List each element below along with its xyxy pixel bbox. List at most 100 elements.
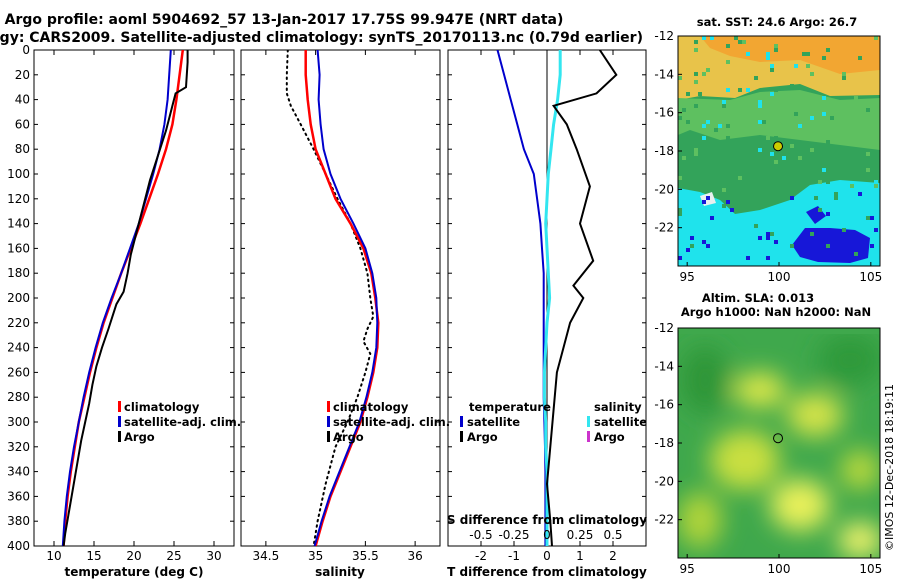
- salinity-satellite-line: [313, 50, 379, 546]
- sst-speckle-cell: [694, 40, 698, 44]
- sst-speckle-cell: [770, 92, 774, 96]
- sst-speckle-cell: [794, 64, 798, 68]
- sst-speckle-cell: [770, 68, 774, 72]
- sst-speckle-cell: [742, 40, 746, 44]
- sst-speckle-cell: [782, 104, 786, 108]
- map-lon-label: 100: [768, 270, 791, 284]
- temperature-tick-label: 10: [46, 549, 61, 563]
- map-lon-label: 100: [768, 562, 791, 576]
- difference-tick-label: -2: [475, 549, 487, 563]
- depth-tick-label: 400: [7, 539, 30, 553]
- sst-speckle-cell: [798, 156, 802, 160]
- salinity-tick-label: 35.5: [352, 549, 379, 563]
- sst-speckle-cell: [826, 180, 830, 184]
- sst-speckle-cell: [754, 76, 758, 80]
- sst-speckle-cell: [678, 208, 682, 212]
- sla-argo-marker: [773, 433, 784, 444]
- sst-speckle-cell: [726, 200, 730, 204]
- sst-mid-region: [678, 90, 880, 150]
- salinity-legend: climatology satellite-adj. clim. Argo: [327, 400, 450, 444]
- sla-map-axes: 95 100 105 -12 -14 -16 -18 -20 -22: [654, 321, 882, 576]
- map-lat-label: -22: [654, 221, 674, 235]
- sst-speckle-cell: [758, 120, 762, 124]
- legend-swatch-t-satellite: [460, 416, 463, 427]
- sst-speckle-cell: [698, 92, 702, 96]
- sst-speckle-cell: [866, 216, 870, 220]
- temperature-xlabel: temperature (deg C): [65, 565, 204, 579]
- sst-speckle-cell: [766, 56, 770, 60]
- salinity-difference-tick-label: 0.25: [567, 528, 594, 542]
- sst-speckle-cell: [722, 164, 726, 168]
- sst-speckle-cell: [726, 176, 730, 180]
- sst-speckle-cell: [870, 216, 874, 220]
- map-lat-label: -12: [654, 321, 674, 335]
- sst-speckle-cell: [686, 92, 690, 96]
- legend-swatch-t-argo: [460, 431, 463, 442]
- sst-speckle-cell: [694, 104, 698, 108]
- sst-speckle-cell: [746, 88, 750, 92]
- sst-speckle-cell: [710, 36, 714, 40]
- sst-speckle-cell: [722, 100, 726, 104]
- sst-speckle-cell: [738, 40, 742, 44]
- sst-map: [678, 36, 880, 266]
- sst-speckle-cell: [762, 120, 766, 124]
- sst-speckle-cell: [706, 120, 710, 124]
- sst-speckle-cell: [834, 196, 838, 200]
- salinity-difference-tick-label: -0.5: [469, 528, 492, 542]
- sst-speckle-cell: [678, 176, 682, 180]
- depth-tick-label: 380: [7, 514, 30, 528]
- sst-speckle-cell: [874, 36, 878, 40]
- sst-speckle-cell: [858, 172, 862, 176]
- legend-label-t-satellite: satellite: [467, 415, 520, 429]
- sst-speckle-cell: [678, 256, 682, 260]
- depth-axis: 0 20 40 60 80 100 120 140 160 180 200 220 240 260 280 3…: [7, 43, 646, 553]
- sst-speckle-cell: [706, 244, 710, 248]
- depth-tick-label: 320: [7, 440, 30, 454]
- temperature-x-axis: 10 15 20 25 30: [46, 50, 222, 563]
- temperature-difference-satellite-line: [496, 50, 547, 546]
- sst-speckle-cell: [854, 252, 858, 256]
- sla-field: [678, 334, 880, 558]
- sst-speckle-cell: [726, 44, 730, 48]
- sst-speckle-cell: [810, 252, 814, 256]
- sst-speckle-cell: [766, 136, 770, 140]
- sst-speckle-cell: [814, 196, 818, 200]
- legend-label-climatology: climatology: [124, 400, 200, 414]
- depth-tick-label: 280: [7, 390, 30, 404]
- sst-speckle-cell: [766, 232, 770, 236]
- salinity-difference-label: S difference from climatology: [447, 513, 647, 527]
- salinity-tick-label: 36: [407, 549, 422, 563]
- depth-tick-label: 80: [15, 142, 30, 156]
- sst-speckle-cell: [710, 216, 714, 220]
- sst-speckle-cell: [870, 172, 874, 176]
- timestamp: ©IMOS 12-Dec-2018 18:19:11: [883, 384, 896, 551]
- sst-speckle-cell: [790, 196, 794, 200]
- sst-speckle-cell: [858, 156, 862, 160]
- sst-speckle-cell: [682, 108, 686, 112]
- sst-speckle-cell: [866, 108, 870, 112]
- sst-speckle-cell: [866, 168, 870, 172]
- sst-speckle-cell: [738, 176, 742, 180]
- difference-tick-label: 1: [576, 549, 584, 563]
- sst-speckle-cell: [770, 232, 774, 236]
- sst-speckle-cell: [858, 192, 862, 196]
- map-lat-label: -20: [654, 182, 674, 196]
- sst-speckle-cell: [810, 116, 814, 120]
- sst-speckle-cell: [810, 148, 814, 152]
- legend-swatch-s-argo: [587, 431, 590, 442]
- salinity-argo-line: [285, 50, 375, 546]
- sst-speckle-cell: [842, 72, 846, 76]
- sst-speckle-cell: [822, 56, 826, 60]
- legend-label-s-argo: Argo: [594, 430, 625, 444]
- map-lat-label: -18: [654, 144, 674, 158]
- legend-swatch-climatology: [327, 401, 330, 412]
- depth-tick-label: 200: [7, 291, 30, 305]
- sst-speckle-cell: [842, 76, 846, 80]
- sst-speckle-cell: [798, 120, 802, 124]
- legend-label-satellite-adj: satellite-adj. clim.: [333, 415, 450, 429]
- sst-speckle-cell: [722, 104, 726, 108]
- difference-tick-label: 0: [543, 549, 551, 563]
- depth-tick-label: 360: [7, 489, 30, 503]
- figure-title-line1: Argo profile: aoml 5904692_57 13-Jan-201…: [5, 12, 564, 28]
- sst-speckle-cell: [678, 76, 682, 80]
